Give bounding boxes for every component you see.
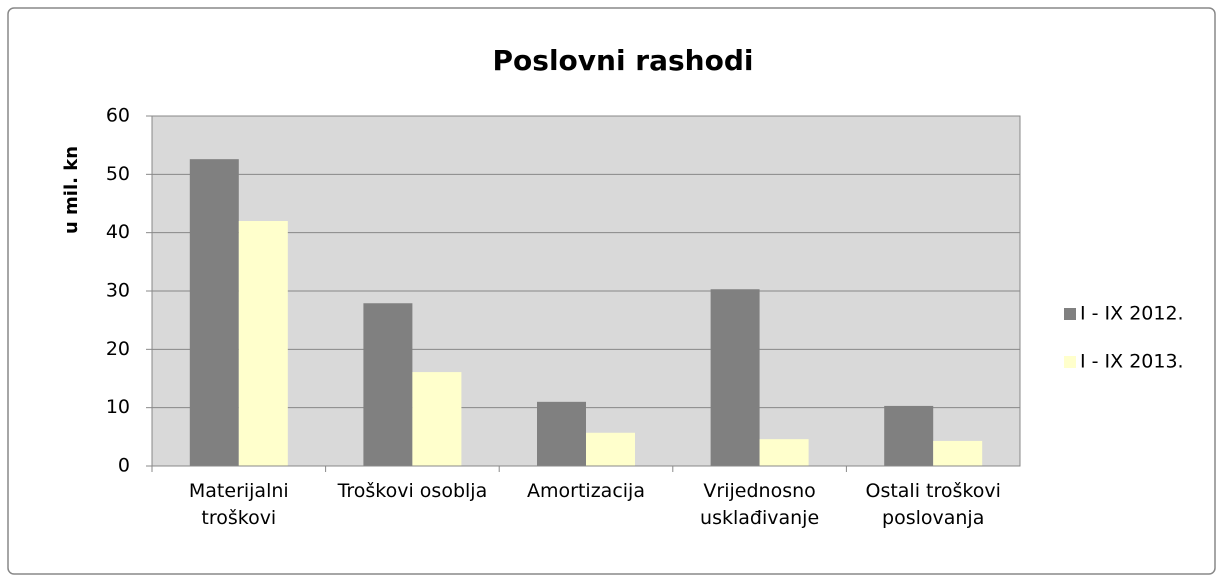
legend-swatch bbox=[1064, 308, 1076, 320]
bar bbox=[189, 159, 239, 466]
y-tick-label: 50 bbox=[106, 163, 130, 185]
legend-label: I - IX 2013. bbox=[1080, 351, 1184, 373]
bar bbox=[238, 221, 288, 466]
legend-swatch bbox=[1064, 356, 1076, 368]
bar bbox=[586, 432, 635, 466]
bar bbox=[884, 405, 934, 466]
y-tick-label: 20 bbox=[106, 338, 130, 360]
y-tick-label: 30 bbox=[106, 280, 130, 302]
y-axis-label: u mil. kn bbox=[61, 146, 82, 234]
x-tick-label: Vrijednosno usklađivanje bbox=[700, 480, 820, 529]
x-tick-label: Ostali troškovi poslovanja bbox=[865, 480, 1001, 529]
y-tick-label: 0 bbox=[118, 455, 130, 477]
bar bbox=[710, 289, 760, 466]
y-tick-label: 40 bbox=[106, 221, 130, 243]
bar bbox=[933, 440, 983, 466]
bar bbox=[537, 401, 586, 466]
x-tick-label: Troškovi osoblja bbox=[337, 480, 488, 502]
y-tick-label: 60 bbox=[106, 105, 130, 127]
chart-title: Poslovni rashodi bbox=[493, 44, 754, 77]
legend-label: I - IX 2012. bbox=[1080, 303, 1184, 325]
bar bbox=[759, 439, 809, 466]
bar bbox=[363, 303, 413, 466]
bar bbox=[412, 372, 462, 466]
x-tick-label: Amortizacija bbox=[527, 480, 645, 502]
y-tick-label: 10 bbox=[106, 396, 130, 418]
x-tick-label: Materijalni troškovi bbox=[188, 480, 289, 529]
